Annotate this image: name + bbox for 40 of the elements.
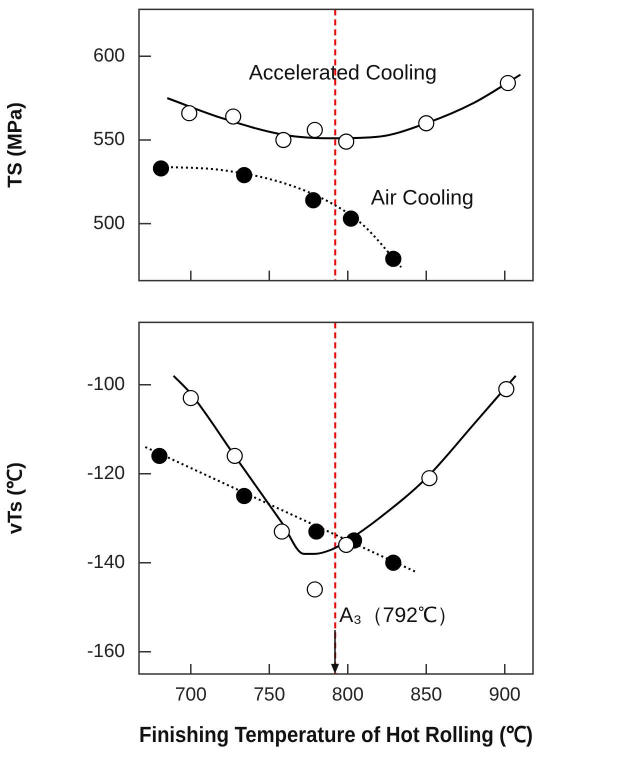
y-tick-label: 550	[93, 128, 125, 150]
series-label: Accelerated Cooling	[248, 61, 437, 84]
x-tick-label: 800	[332, 684, 364, 706]
x-tick-label: 700	[174, 684, 207, 706]
point	[305, 192, 322, 208]
point	[181, 104, 198, 121]
point	[385, 250, 402, 267]
point	[151, 447, 168, 464]
x-tick-label: 750	[253, 684, 286, 706]
point	[182, 390, 199, 406]
point	[236, 487, 252, 504]
point	[226, 447, 243, 464]
point	[421, 470, 438, 486]
point	[306, 580, 323, 598]
point	[225, 108, 242, 124]
point	[418, 114, 434, 131]
y-tick-label: -140	[86, 552, 125, 573]
y-tick-label: 500	[93, 212, 125, 234]
y-tick-label: 600	[93, 45, 125, 66]
annotation: A₃（792℃）	[339, 604, 458, 627]
x-axis-title: Finishing Temperature of Hot Rolling (℃)	[139, 722, 533, 747]
point	[500, 74, 516, 91]
y-axis-title: TS (MPa)	[4, 102, 27, 188]
point	[338, 133, 354, 150]
series-label: Air Cooling	[370, 186, 474, 210]
point	[152, 160, 170, 176]
point	[342, 210, 360, 226]
point	[308, 523, 324, 540]
point	[236, 166, 252, 183]
y-tick-label: -160	[86, 640, 125, 662]
y-tick-label: -100	[86, 374, 125, 395]
point	[338, 536, 354, 553]
point	[275, 131, 292, 148]
point	[498, 380, 514, 397]
point	[385, 554, 402, 570]
x-tick-label: 850	[410, 684, 442, 706]
point	[274, 523, 290, 540]
y-axis-title: vTs (℃)	[4, 462, 27, 534]
y-tick-label: -120	[86, 462, 125, 484]
x-tick-label: 900	[488, 684, 521, 706]
